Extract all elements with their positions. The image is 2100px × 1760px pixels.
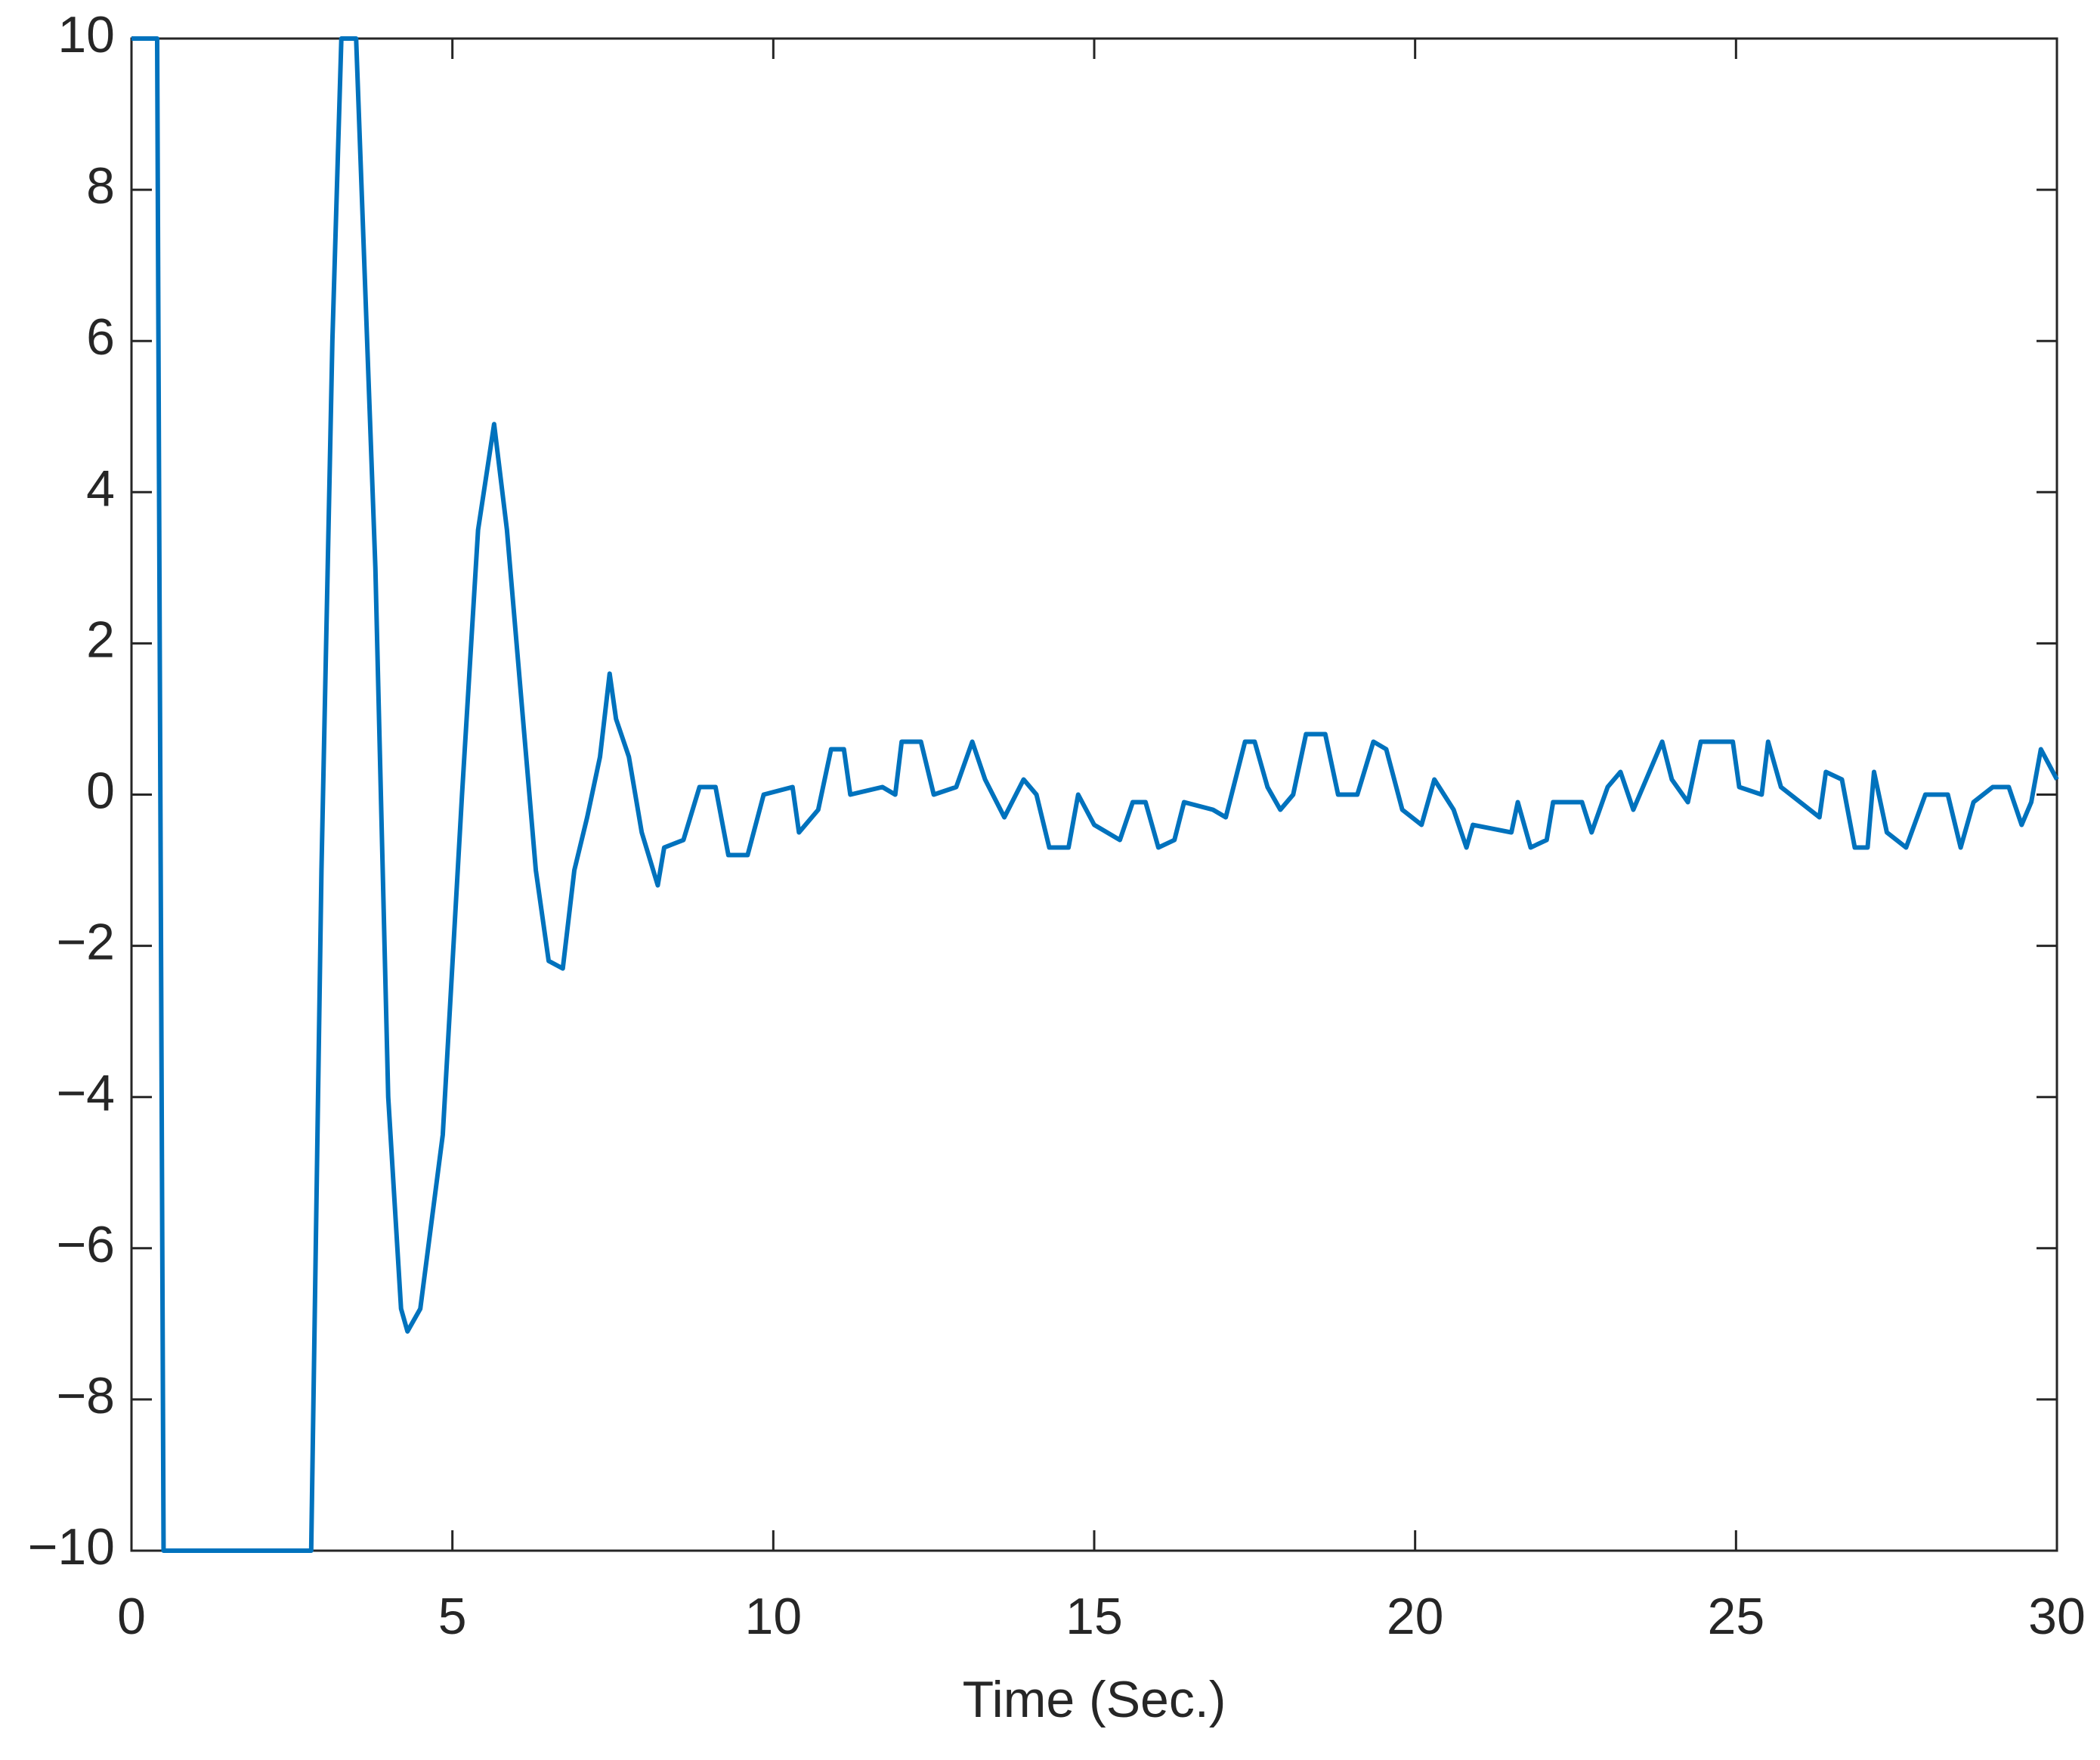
y-tick-label: −6 [56,1216,115,1273]
y-tick-label: 2 [86,611,115,668]
x-tick-label: 0 [117,1588,146,1645]
y-tick-label: −4 [56,1065,115,1122]
y-tick-label: −10 [28,1518,115,1576]
x-tick-label: 30 [2028,1588,2086,1645]
x-tick-label: 20 [1387,1588,1444,1645]
y-tick-label: 10 [57,6,115,63]
y-tick-label: −8 [56,1367,115,1424]
plot-area [130,37,2058,1552]
y-tick-label: 8 [86,157,115,215]
x-tick-label: 25 [1708,1588,1765,1645]
y-tick-label: 4 [86,459,115,517]
data-line [131,36,2059,1553]
x-tick-label: 5 [438,1588,467,1645]
x-axis-label: Time (Sec.) [963,1671,1226,1728]
x-tick-label: 10 [745,1588,803,1645]
y-tick-label: 6 [86,308,115,366]
y-tick-label: 0 [86,762,115,819]
y-tick-label: −2 [56,914,115,971]
x-tick-label: 15 [1065,1588,1123,1645]
